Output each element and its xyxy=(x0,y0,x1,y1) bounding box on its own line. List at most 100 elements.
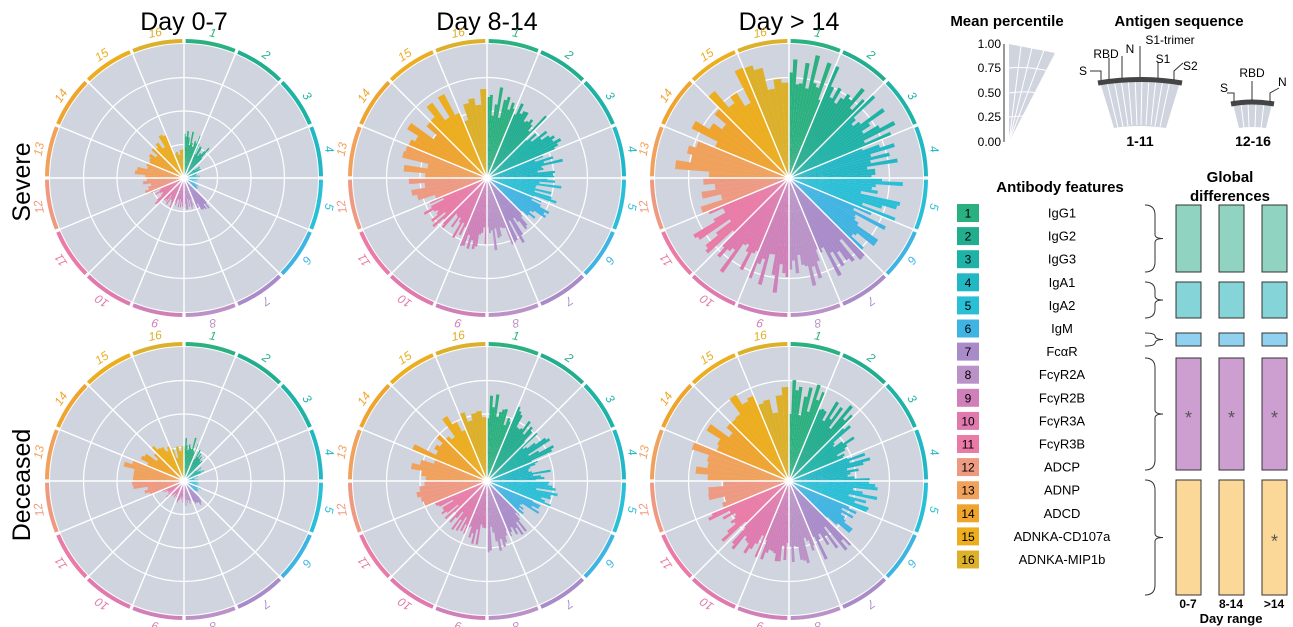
bar-group-5 xyxy=(789,481,867,504)
bar-group-15 xyxy=(744,102,789,178)
bar-group-2 xyxy=(487,414,523,481)
bar-group-7 xyxy=(184,178,198,204)
bar-group-11 xyxy=(438,481,487,507)
grid-spoke xyxy=(59,177,185,230)
grid-spoke xyxy=(88,385,185,482)
feature-name: ADCP xyxy=(1044,460,1080,475)
bar-group-9 xyxy=(771,481,789,552)
bar-group-15 xyxy=(158,134,184,178)
group-arc-7 xyxy=(237,577,282,609)
bar-group-4 xyxy=(789,152,890,178)
bar-group-5 xyxy=(487,178,562,189)
bar-group-11 xyxy=(437,178,487,212)
bar-group-1 xyxy=(789,387,813,481)
bar-group-11 xyxy=(730,481,789,524)
bar-group-6 xyxy=(789,178,856,217)
bar-group-1 xyxy=(789,59,798,178)
column-title-day-8-14: Day 8-14 xyxy=(436,8,538,36)
bar-group-10 xyxy=(460,481,487,521)
grid-spoke xyxy=(435,177,488,303)
bar-group-2 xyxy=(487,120,526,178)
mean-percentile-wedge xyxy=(1009,44,1055,142)
bar-group-14 xyxy=(412,444,487,481)
group-arc-5 xyxy=(612,482,626,533)
bar-group-8 xyxy=(487,481,495,533)
bar-group-9 xyxy=(480,481,487,525)
bar-group-5 xyxy=(789,481,854,491)
bar-group-16 xyxy=(481,417,487,481)
bar-group-4 xyxy=(487,471,532,481)
bar-group-3 xyxy=(789,117,856,178)
bar-group-8 xyxy=(789,481,806,539)
bar-group-3 xyxy=(184,166,200,178)
bar-group-12 xyxy=(703,178,789,185)
grid-spoke xyxy=(737,177,790,303)
bar-group-1 xyxy=(487,416,499,481)
bar-group-10 xyxy=(165,178,184,202)
bar-group-10 xyxy=(749,481,789,550)
bar-group-4 xyxy=(487,166,542,178)
bar-group-6 xyxy=(184,481,199,490)
bar-group-3 xyxy=(184,470,201,481)
bar-group-13 xyxy=(707,474,789,481)
feature-swatch xyxy=(957,481,979,500)
bar-group-4 xyxy=(789,175,872,178)
diff-box xyxy=(1175,281,1202,319)
bar-group-6 xyxy=(789,178,879,244)
bar-group-13 xyxy=(123,461,184,481)
bar-group-13 xyxy=(136,166,184,178)
group-arc-15 xyxy=(691,50,736,82)
bar-group-15 xyxy=(437,93,487,178)
bar-group-5 xyxy=(487,178,552,195)
group-label-7: 7 xyxy=(258,596,272,612)
group-arc-4 xyxy=(612,429,626,480)
bar-group-1 xyxy=(789,386,803,481)
grid-spoke xyxy=(59,480,185,533)
bar-group-15 xyxy=(155,142,184,178)
bar-group-8 xyxy=(487,481,507,547)
bar-group-6 xyxy=(487,481,533,508)
bar-group-2 xyxy=(487,119,534,178)
group-arc-1 xyxy=(488,342,539,356)
group-label-11: 11 xyxy=(657,554,676,572)
bar-group-8 xyxy=(789,481,815,551)
bar-group-3 xyxy=(789,131,892,178)
group-label-7: 7 xyxy=(258,293,272,309)
group-label-3: 3 xyxy=(602,392,618,406)
group-arc-16 xyxy=(435,39,486,53)
bar-group-7 xyxy=(789,178,845,267)
bar-group-12 xyxy=(144,481,184,494)
bar-group-4 xyxy=(789,476,855,481)
bar-group-10 xyxy=(751,178,789,254)
bar-group-7 xyxy=(184,178,205,205)
antigen-label-s-12-16: S xyxy=(1220,81,1228,95)
group-arc-5 xyxy=(309,482,323,533)
bar-group-4 xyxy=(487,173,554,178)
bar-group-14 xyxy=(426,121,487,178)
bar-group-8 xyxy=(184,178,188,199)
bar-group-1 xyxy=(184,137,190,178)
bar-group-7 xyxy=(487,481,513,533)
bar-group-11 xyxy=(697,178,789,240)
bar-group-13 xyxy=(134,170,184,178)
bar-group-10 xyxy=(459,178,487,219)
feature-number: 1 xyxy=(965,207,972,221)
bar-group-5 xyxy=(789,178,882,182)
bar-group-2 xyxy=(487,120,529,178)
group-arc-10 xyxy=(389,577,434,609)
group-label-13: 13 xyxy=(636,141,652,157)
bar-group-3 xyxy=(487,130,548,178)
bar-group-11 xyxy=(693,178,789,239)
bar-group-9 xyxy=(478,178,487,235)
bar-group-15 xyxy=(728,103,789,178)
bar-group-3 xyxy=(789,425,852,481)
bar-group-8 xyxy=(184,481,189,500)
bar-group-10 xyxy=(451,481,487,531)
group-label-16: 16 xyxy=(147,328,163,344)
bar-group-10 xyxy=(458,178,487,223)
antibody-features-title: Antibody features xyxy=(996,179,1124,196)
bar-group-10 xyxy=(441,178,487,229)
antigen-label-s: S xyxy=(1079,64,1087,78)
bar-group-5 xyxy=(487,178,557,204)
bar-group-12 xyxy=(723,481,789,487)
